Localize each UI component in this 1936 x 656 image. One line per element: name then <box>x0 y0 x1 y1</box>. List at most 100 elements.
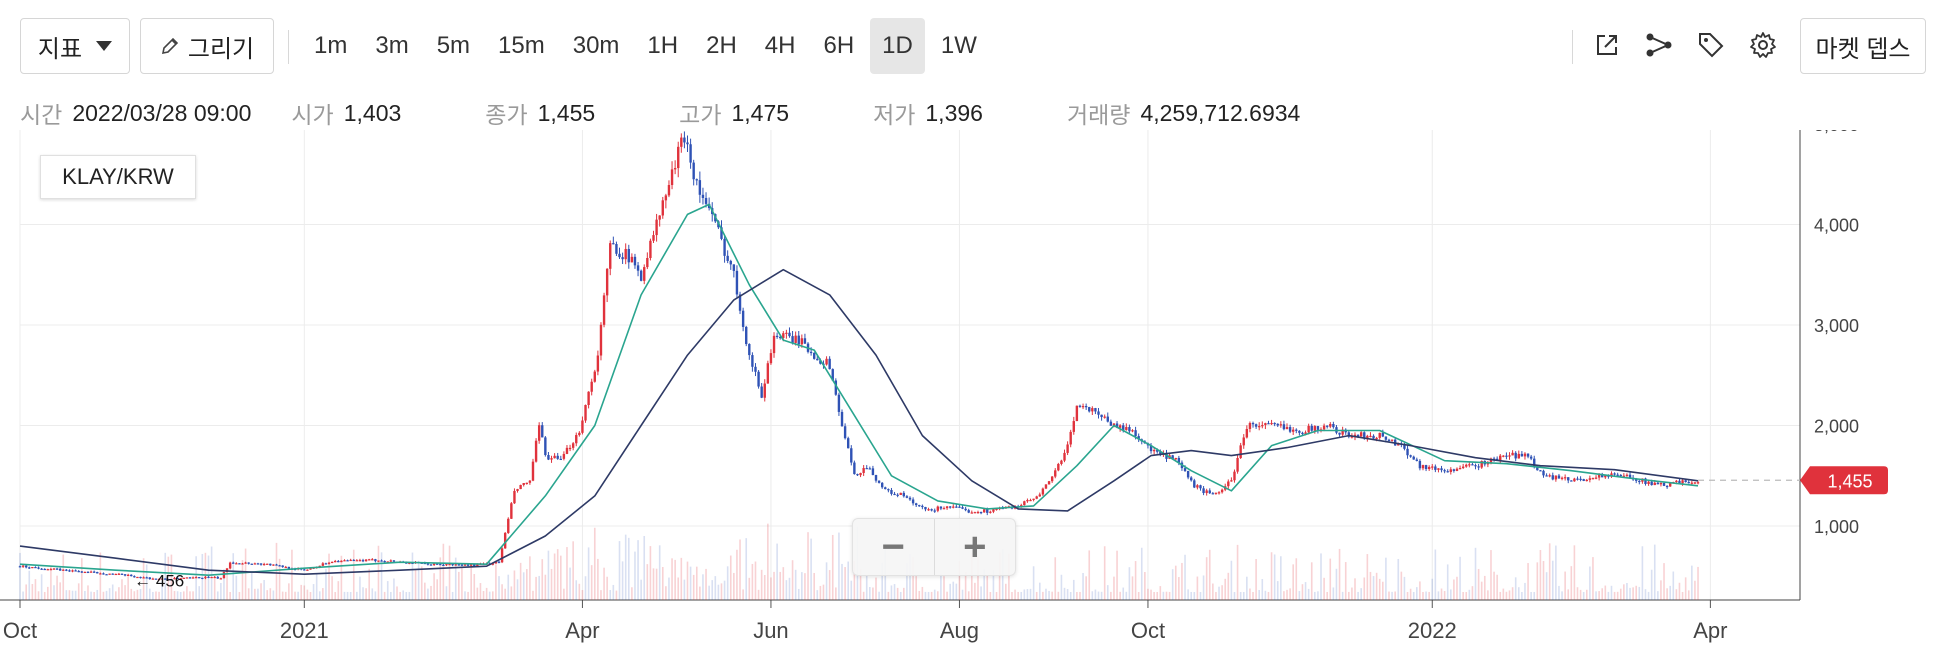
candle-body <box>448 564 451 566</box>
candle-body <box>167 579 170 581</box>
candle-body <box>62 569 65 571</box>
volume-bar <box>331 576 333 600</box>
volume-bar <box>1286 589 1288 600</box>
candle-body <box>503 532 507 549</box>
volume-bar <box>461 567 463 600</box>
candle-body <box>942 508 946 510</box>
volume-bar <box>145 564 148 600</box>
candle-body <box>1551 475 1554 480</box>
volume-bar <box>1317 591 1319 600</box>
interval-tab[interactable]: 15m <box>498 32 545 59</box>
volume-bar <box>729 555 732 600</box>
candle-body <box>1254 424 1258 427</box>
volume-bar <box>65 590 68 600</box>
interval-tab[interactable]: 3m <box>375 32 409 59</box>
candle-body <box>1418 460 1422 469</box>
volume-bar <box>760 569 763 600</box>
volume-bar <box>1409 588 1412 600</box>
volume-bar <box>216 591 219 600</box>
volume-bar <box>1527 563 1529 600</box>
interval-tab[interactable]: 6H <box>823 32 855 59</box>
market-depth-button[interactable]: 마켓 뎁스 <box>1800 18 1926 74</box>
volume-bar <box>776 543 778 600</box>
close-value: 1,455 <box>537 99 596 126</box>
volume-bar <box>865 575 868 600</box>
candle-body <box>1588 478 1592 480</box>
gear-icon[interactable] <box>1746 28 1780 62</box>
candle-body <box>646 258 649 268</box>
volume-bar <box>510 586 513 600</box>
candle-body <box>955 506 958 508</box>
volume-bar <box>167 556 170 600</box>
candle-body <box>222 572 226 579</box>
volume-bar <box>19 552 21 600</box>
indicator-button[interactable]: 지표 <box>20 18 130 74</box>
volume-bar <box>99 552 102 600</box>
volume-bar <box>349 592 352 600</box>
candle-body <box>68 570 71 572</box>
candle-body <box>1310 425 1313 431</box>
candle-body <box>130 574 133 577</box>
candle-body <box>1431 466 1434 468</box>
volume-bar <box>1029 588 1032 600</box>
volume-bar <box>1406 592 1409 600</box>
interval-tab[interactable]: 4H <box>764 32 796 59</box>
candle-body <box>1443 470 1446 472</box>
volume-bar <box>646 564 649 600</box>
volume-bar <box>250 572 253 600</box>
interval-tab[interactable]: 5m <box>436 32 471 59</box>
candle-body <box>34 567 37 569</box>
interval-tab[interactable]: 2H <box>706 32 737 59</box>
volume-bar <box>1582 591 1585 600</box>
external-link-icon[interactable] <box>1590 28 1624 62</box>
tag-icon[interactable] <box>1694 28 1728 62</box>
candle-body <box>1205 490 1208 494</box>
candle-body <box>191 577 195 579</box>
candle-body <box>173 577 176 580</box>
candle-body <box>1137 436 1140 440</box>
candle-body <box>927 509 930 511</box>
interval-tab[interactable]: 1H <box>647 32 679 59</box>
volume-bar <box>1261 579 1264 600</box>
volume-bar <box>1221 585 1223 600</box>
volume-bar <box>609 590 612 600</box>
interval-tab[interactable]: 30m <box>572 32 620 59</box>
volume-label: 거래량 <box>1066 102 1131 128</box>
volume-bar <box>139 589 142 600</box>
volume-bar <box>59 582 61 600</box>
candle-body <box>1434 466 1437 470</box>
candle-body <box>1548 475 1551 477</box>
volume-bar <box>1187 589 1189 600</box>
candle-body <box>1579 478 1582 480</box>
volume-bar <box>1539 550 1542 600</box>
draw-button[interactable]: 그리기 <box>140 18 274 74</box>
volume-bar <box>1258 590 1261 600</box>
time-label: 시간 <box>20 102 63 128</box>
share-icon[interactable] <box>1642 28 1676 62</box>
volume-bar <box>1555 545 1557 600</box>
candle-body <box>46 569 50 571</box>
volume-bar <box>943 576 945 600</box>
ohlc-info-bar: 시간 2022/03/28 09:00 시가 1,403 종가 1,455 고가… <box>20 96 1300 130</box>
volume-bar <box>1249 588 1251 600</box>
interval-tab[interactable]: 1W <box>940 32 977 59</box>
volume-bar <box>1684 577 1687 600</box>
candle-body <box>1554 475 1558 480</box>
zoom-out-button[interactable]: − <box>853 519 935 575</box>
volume-bar <box>1128 567 1131 600</box>
volume-bar <box>974 582 976 600</box>
volume-bar <box>535 576 537 600</box>
volume-bar <box>1162 591 1165 600</box>
candle-body <box>627 248 630 263</box>
zoom-in-button[interactable]: + <box>963 524 987 569</box>
volume-bar <box>1174 565 1177 600</box>
interval-tab[interactable]: 1D <box>870 18 925 74</box>
candle-body <box>581 420 584 433</box>
price-chart[interactable]: 1,000 2,000 3,000 4,000 5,000 Oct 2021 Apr Jun Au… <box>0 130 1936 656</box>
candle-body <box>1474 465 1477 467</box>
volume-bar <box>77 583 80 600</box>
candle-body <box>120 573 124 575</box>
candle-body <box>327 562 331 564</box>
volume-bar <box>1382 581 1384 600</box>
interval-tab[interactable]: 1m <box>314 32 348 59</box>
